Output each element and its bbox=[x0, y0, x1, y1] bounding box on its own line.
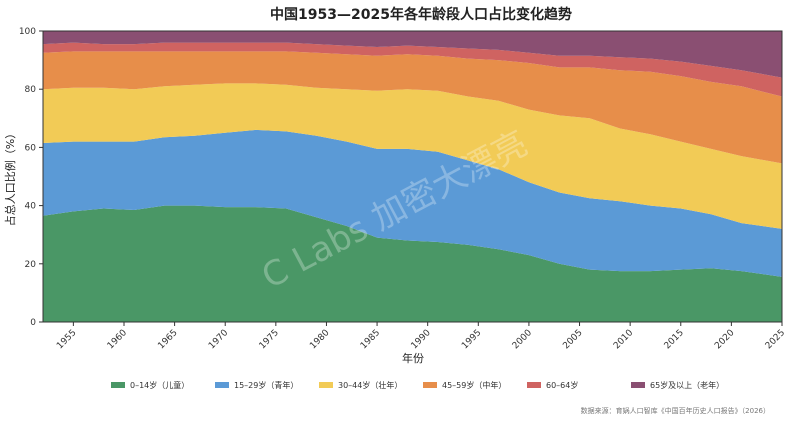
legend-swatch bbox=[111, 382, 125, 388]
x-tick-label: 2000 bbox=[511, 328, 534, 351]
area-series-2 bbox=[43, 129, 782, 277]
legend-swatch bbox=[527, 382, 541, 388]
x-tick-label: 1980 bbox=[308, 328, 331, 351]
area-series-5 bbox=[43, 42, 782, 97]
y-tick-label: 100 bbox=[19, 27, 36, 37]
area-series-3 bbox=[43, 83, 782, 229]
y-axis-label: 占总人口比例（%） bbox=[3, 128, 17, 226]
y-tick-label: 60 bbox=[25, 143, 37, 153]
source-note: 数据来源：育娲人口智库《中国百年历史人口报告》（2026） bbox=[581, 406, 770, 415]
area-series-group bbox=[43, 31, 782, 322]
x-tick-label: 1985 bbox=[359, 328, 382, 351]
legend: 0–14岁（儿童） 15–29岁（青年） 30–44岁（壮年） 45–59岁（中年） 6… bbox=[111, 380, 724, 390]
plot-frame bbox=[42, 30, 783, 323]
legend-swatch bbox=[319, 382, 333, 388]
x-tick-label: 1995 bbox=[460, 328, 483, 351]
legend-swatch bbox=[631, 382, 645, 388]
legend-label: 45–59岁（中年） bbox=[442, 380, 506, 390]
area-series-6 bbox=[43, 31, 782, 78]
x-tick-label: 1960 bbox=[106, 328, 129, 351]
legend-label: 60–64岁 bbox=[546, 380, 578, 390]
x-tick-label: 2005 bbox=[561, 328, 584, 351]
legend-swatch bbox=[215, 382, 229, 388]
x-tick-label: 2025 bbox=[764, 328, 787, 351]
x-tick-label: 1990 bbox=[410, 328, 433, 351]
y-tick-label: 40 bbox=[25, 202, 37, 212]
x-tick-label: 1975 bbox=[258, 328, 281, 351]
y-tick-label: 20 bbox=[25, 260, 37, 270]
x-tick-label: 1955 bbox=[55, 328, 78, 351]
x-tick-label: 2010 bbox=[612, 328, 635, 351]
x-axis-label: 年份 bbox=[402, 351, 424, 365]
legend-label: 15–29岁（青年） bbox=[234, 380, 298, 390]
chart-title: 中国1953—2025年各年龄段人口占比变化趋势 bbox=[270, 6, 572, 23]
x-tick-label: 2020 bbox=[713, 328, 736, 351]
x-tick-label: 1965 bbox=[156, 328, 179, 351]
area-series-1 bbox=[43, 205, 782, 322]
legend-label: 30–44岁（壮年） bbox=[338, 380, 402, 390]
x-tick-label: 2015 bbox=[663, 328, 686, 351]
x-axis-ticks: 1955 1960 1965 1970 1975 1980 1985 1990 1995 2000… bbox=[55, 322, 787, 351]
legend-swatch bbox=[423, 382, 437, 388]
legend-label: 0–14岁（儿童） bbox=[130, 380, 189, 390]
x-tick-label: 1970 bbox=[207, 328, 230, 351]
legend-label: 65岁及以上（老年） bbox=[650, 380, 724, 390]
y-axis-ticks: 0 20 40 60 80 100 bbox=[19, 27, 43, 328]
area-series-4 bbox=[43, 51, 782, 164]
y-tick-label: 80 bbox=[25, 85, 37, 95]
y-tick-label: 0 bbox=[30, 318, 36, 328]
